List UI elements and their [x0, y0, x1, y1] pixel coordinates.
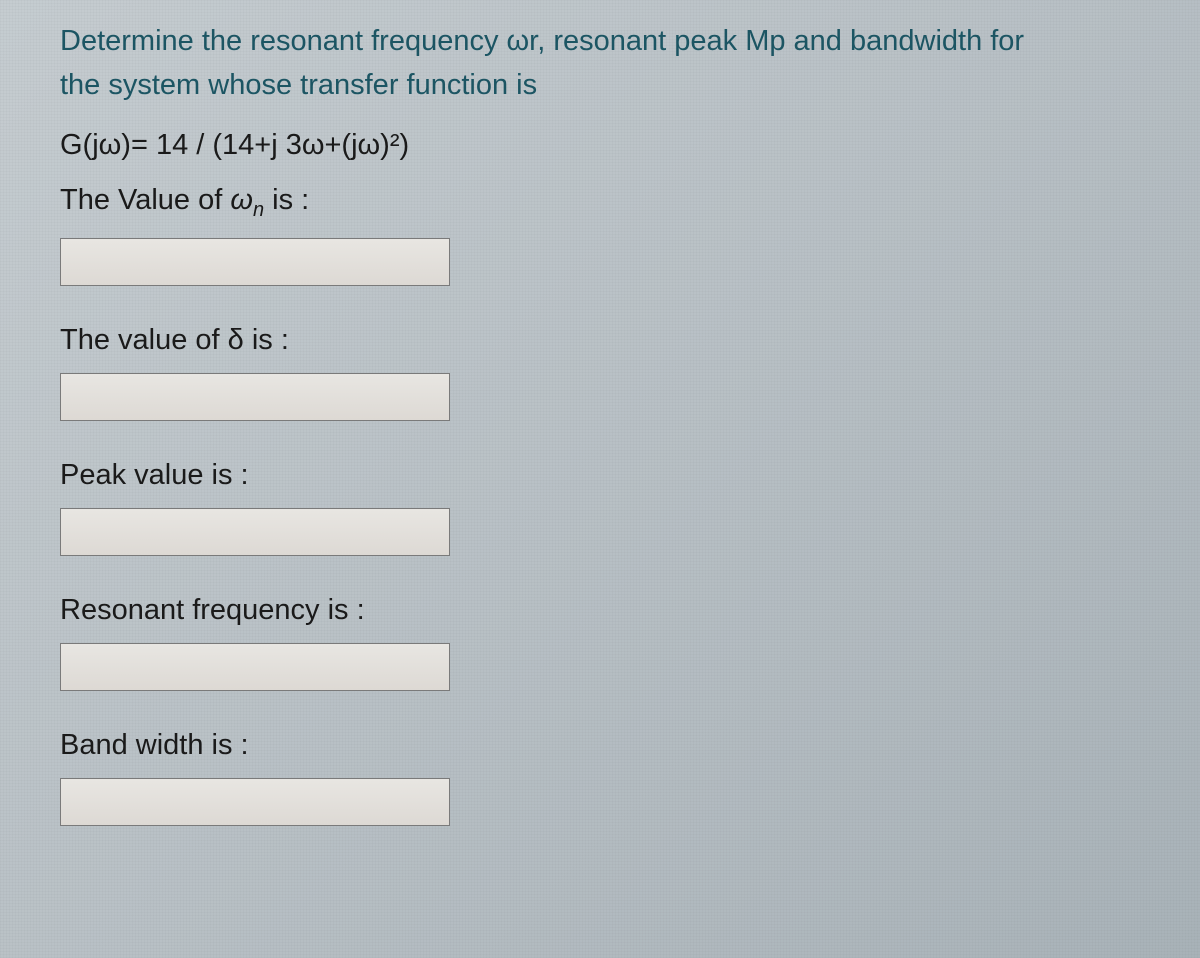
label-delta: The value of δ is :	[60, 324, 1150, 357]
label-bandwidth: Band width is :	[60, 729, 1150, 762]
field-group-bandwidth: Band width is :	[60, 729, 1150, 826]
question-intro: Determine the resonant frequency ωr, res…	[60, 20, 1150, 107]
label-resonant-freq: Resonant frequency is :	[60, 594, 1150, 627]
input-bandwidth[interactable]	[60, 778, 450, 826]
input-resonant-freq[interactable]	[60, 643, 450, 691]
label-wn-prefix: The Value of	[60, 184, 230, 216]
field-group-peak: Peak value is :	[60, 459, 1150, 556]
question-intro-line2: the system whose transfer function is	[60, 69, 537, 101]
label-wn-subscript: n	[253, 199, 264, 221]
input-peak[interactable]	[60, 508, 450, 556]
label-wn: The Value of ωn is :	[60, 184, 1150, 222]
field-group-delta: The value of δ is :	[60, 324, 1150, 421]
label-peak: Peak value is :	[60, 459, 1150, 492]
transfer-function-formula: G(jω)= 14 / (14+j 3ω+(jω)²)	[60, 129, 1150, 162]
input-delta[interactable]	[60, 373, 450, 421]
field-group-resonant-freq: Resonant frequency is :	[60, 594, 1150, 691]
question-intro-line1: Determine the resonant frequency ωr, res…	[60, 25, 1024, 57]
input-wn[interactable]	[60, 238, 450, 286]
label-wn-suffix: is :	[264, 184, 309, 216]
label-wn-symbol: ω	[230, 184, 253, 216]
field-group-wn: The Value of ωn is :	[60, 184, 1150, 286]
question-container: Determine the resonant frequency ωr, res…	[60, 20, 1150, 826]
